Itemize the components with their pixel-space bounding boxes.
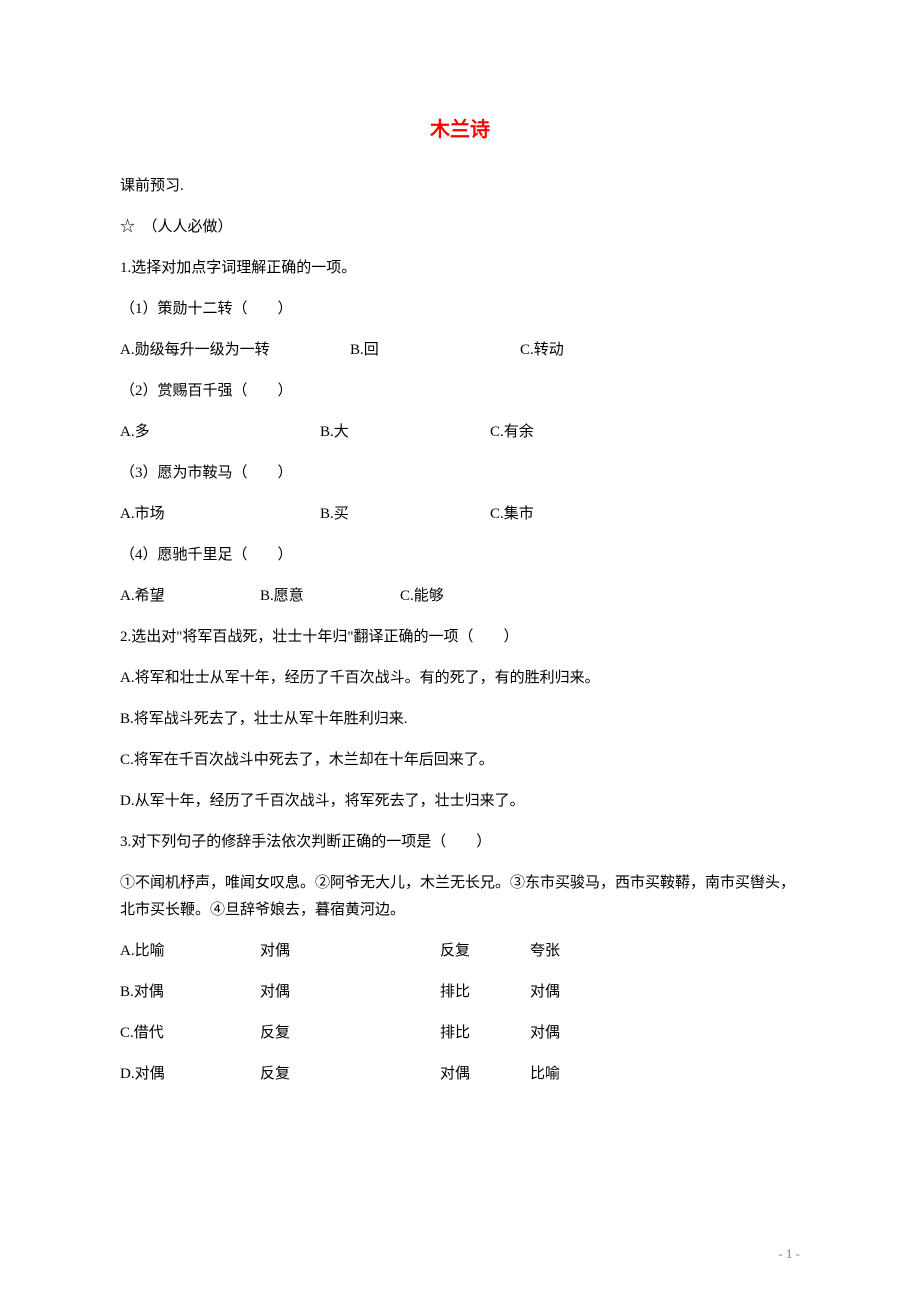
q1-item1-opt-a: A.勋级每升一级为一转 xyxy=(120,337,350,364)
q3-opt-b-c3: 排比 xyxy=(440,979,530,1006)
q1-item1-options: A.勋级每升一级为一转 B.回 C.转动 xyxy=(120,337,800,364)
q3-opt-c-c3: 排比 xyxy=(440,1020,530,1047)
q1-item4-opt-b: B.愿意 xyxy=(260,583,400,610)
q3-opt-c-c4: 对偶 xyxy=(530,1020,560,1047)
q1-item2-prompt: （2）赏赐百千强（ ） xyxy=(120,378,800,405)
q3-opt-a: A.比喻 对偶 反复 夸张 xyxy=(120,938,800,965)
q1-item4-prompt: （4）愿驰千里足（ ） xyxy=(120,542,800,569)
q3-opt-a-c2: 对偶 xyxy=(260,938,440,965)
q3-opt-c-c1: C.借代 xyxy=(120,1020,260,1047)
q3-opt-d-c1: D.对偶 xyxy=(120,1061,260,1088)
q3-opt-b: B.对偶 对偶 排比 对偶 xyxy=(120,979,800,1006)
q1-item3-options: A.市场 B.买 C.集市 xyxy=(120,501,800,528)
q3-opt-d-c3: 对偶 xyxy=(440,1061,530,1088)
q1-item1-prompt: （1）策勋十二转（ ） xyxy=(120,296,800,323)
q3-opt-b-c1: B.对偶 xyxy=(120,979,260,1006)
q1-item3-opt-c: C.集市 xyxy=(490,501,534,528)
q1-item2-opt-b: B.大 xyxy=(320,419,490,446)
q3-detail: ①不闻机杼声，唯闻女叹息。②阿爷无大儿，木兰无长兄。③东市买骏马，西市买鞍鞯，南… xyxy=(120,870,800,924)
q3-opt-b-c2: 对偶 xyxy=(260,979,440,1006)
q2-opt-c: C.将军在千百次战斗中死去了，木兰却在十年后回来了。 xyxy=(120,747,800,774)
q3-opt-a-c1: A.比喻 xyxy=(120,938,260,965)
q1-item2-opt-c: C.有余 xyxy=(490,419,534,446)
mandatory-heading: ☆ （人人必做） xyxy=(120,214,800,241)
q3-opt-d-c4: 比喻 xyxy=(530,1061,560,1088)
q2-opt-a: A.将军和壮士从军十年，经历了千百次战斗。有的死了，有的胜利归来。 xyxy=(120,665,800,692)
q3-opt-c: C.借代 反复 排比 对偶 xyxy=(120,1020,800,1047)
q1-item3-prompt: （3）愿为市鞍马（ ） xyxy=(120,460,800,487)
doc-title: 木兰诗 xyxy=(120,115,800,145)
q3-opt-a-c3: 反复 xyxy=(440,938,530,965)
q1-item1-opt-b: B.回 xyxy=(350,337,520,364)
q3-opt-a-c4: 夸张 xyxy=(530,938,560,965)
q1-item1-opt-c: C.转动 xyxy=(520,337,564,364)
q2-opt-b: B.将军战斗死去了，壮士从军十年胜利归来. xyxy=(120,706,800,733)
q2-opt-d: D.从军十年，经历了千百次战斗，将军死去了，壮士归来了。 xyxy=(120,788,800,815)
q3-opt-c-c2: 反复 xyxy=(260,1020,440,1047)
q3-stem: 3.对下列句子的修辞手法依次判断正确的一项是（ ） xyxy=(120,829,800,856)
q3-opt-d: D.对偶 反复 对偶 比喻 xyxy=(120,1061,800,1088)
q3-opt-b-c4: 对偶 xyxy=(530,979,560,1006)
q1-item3-opt-b: B.买 xyxy=(320,501,490,528)
q1-item3-opt-a: A.市场 xyxy=(120,501,320,528)
q1-item4-opt-c: C.能够 xyxy=(400,583,444,610)
q1-item2-opt-a: A.多 xyxy=(120,419,320,446)
q1-stem: 1.选择对加点字词理解正确的一项。 xyxy=(120,255,800,282)
page-number: - 1 - xyxy=(778,1246,800,1262)
q1-item4-options: A.希望 B.愿意 C.能够 xyxy=(120,583,800,610)
q3-opt-d-c2: 反复 xyxy=(260,1061,440,1088)
q1-item2-options: A.多 B.大 C.有余 xyxy=(120,419,800,446)
q2-stem: 2.选出对"将军百战死，壮士十年归"翻译正确的一项（ ） xyxy=(120,624,800,651)
q1-item4-opt-a: A.希望 xyxy=(120,583,260,610)
preview-heading: 课前预习. xyxy=(120,173,800,200)
